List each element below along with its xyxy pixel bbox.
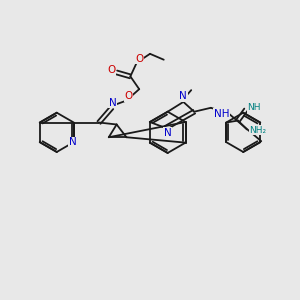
Text: O: O (108, 65, 116, 76)
Text: N: N (179, 91, 187, 101)
Text: N: N (164, 128, 171, 138)
Text: O: O (135, 54, 143, 64)
Text: NH₂: NH₂ (249, 126, 266, 135)
Text: NH: NH (247, 103, 260, 112)
Text: N: N (69, 137, 77, 147)
Text: O: O (124, 91, 133, 101)
Text: N: N (109, 98, 117, 108)
Text: NH: NH (214, 109, 230, 119)
